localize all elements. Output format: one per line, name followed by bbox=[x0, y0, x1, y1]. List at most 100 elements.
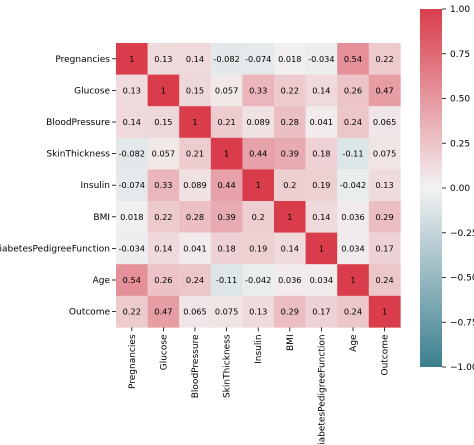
heatmap-cell-2-6 bbox=[305, 106, 338, 139]
heatmap-cell-label: 0.041 bbox=[310, 117, 333, 127]
column-label: Outcome bbox=[381, 334, 391, 376]
heatmap-cell-3-8 bbox=[368, 137, 401, 170]
heatmap-cell-0-0 bbox=[116, 43, 148, 75]
heatmap-cell-label: 0.13 bbox=[375, 180, 393, 190]
heatmap-cell-0-5 bbox=[274, 43, 306, 75]
heatmap-cell-3-2 bbox=[179, 137, 212, 170]
heatmap-cell-1-4 bbox=[242, 74, 275, 107]
heatmap-cell-label: 0.54 bbox=[123, 275, 141, 285]
heatmap-cell-label: 0.14 bbox=[154, 243, 172, 253]
heatmap-cell-label: 0.15 bbox=[186, 85, 204, 95]
heatmap-cell-0-2 bbox=[179, 43, 212, 75]
heatmap-cell-label: -0.074 bbox=[245, 54, 271, 64]
row-label: BloodPressure bbox=[46, 118, 110, 128]
heatmap-cell-7-4 bbox=[242, 264, 275, 297]
heatmap-cell-3-6 bbox=[305, 137, 338, 170]
heatmap-cell-1-6 bbox=[305, 74, 338, 107]
heatmap-cell-label: 0.13 bbox=[123, 85, 141, 95]
heatmap-cell-label: 1 bbox=[224, 149, 229, 159]
heatmap-cell-label: 0.28 bbox=[281, 117, 299, 127]
heatmap-cell-4-0 bbox=[116, 169, 148, 202]
heatmap-cell-label: 1 bbox=[319, 243, 324, 253]
heatmap-cell-label: 0.18 bbox=[217, 243, 235, 253]
heatmap-cell-2-8 bbox=[368, 106, 401, 139]
heatmap-cell-6-2 bbox=[179, 232, 212, 265]
heatmap-cell-label: 1 bbox=[161, 85, 166, 95]
heatmap-cell-label: 0.036 bbox=[341, 212, 364, 222]
heatmap-cell-label: 0.041 bbox=[183, 243, 206, 253]
colorbar-tick-label: 1.00 bbox=[450, 5, 470, 15]
heatmap-cell-label: 0.39 bbox=[281, 149, 299, 159]
heatmap-cell-label: 0.29 bbox=[375, 212, 393, 222]
heatmap-cell-8-5 bbox=[274, 295, 306, 328]
heatmap-cell-5-8 bbox=[368, 201, 401, 233]
heatmap-cell-label: 0.2 bbox=[252, 212, 265, 222]
heatmap-cell-label: -0.11 bbox=[342, 149, 363, 159]
heatmap-cell-6-6 bbox=[305, 232, 338, 265]
heatmap-cell-label: 0.036 bbox=[278, 275, 301, 285]
heatmap-cell-label: 0.24 bbox=[344, 307, 362, 317]
colorbar-tick-label: 0.00 bbox=[450, 184, 470, 194]
heatmap-cell-3-0 bbox=[116, 137, 148, 170]
heatmap-cell-label: -0.042 bbox=[245, 275, 271, 285]
heatmap-cell-7-8 bbox=[368, 264, 401, 297]
heatmap-cell-label: -0.082 bbox=[213, 54, 239, 64]
heatmap-cell-label: 0.075 bbox=[215, 307, 238, 317]
row-label: Glucose bbox=[74, 86, 110, 96]
heatmap-cell-5-2 bbox=[179, 201, 212, 233]
heatmap-cell-5-1 bbox=[147, 201, 180, 233]
heatmap-cell-label: 1 bbox=[382, 307, 387, 317]
heatmap-cell-label: 0.089 bbox=[246, 117, 269, 127]
heatmap-cell-8-1 bbox=[147, 295, 180, 328]
heatmap-cell-label: 0.17 bbox=[375, 243, 393, 253]
heatmap-cell-4-2 bbox=[179, 169, 212, 202]
heatmap-cell-label: 1 bbox=[256, 180, 261, 190]
heatmap-cell-label: 0.075 bbox=[373, 149, 396, 159]
column-label: DiabetesPedigreeFunction bbox=[317, 334, 327, 445]
heatmap-cell-label: 1 bbox=[350, 275, 355, 285]
heatmap-cell-1-3 bbox=[210, 74, 243, 107]
heatmap-cell-6-7 bbox=[337, 232, 370, 265]
heatmap-cell-label: 0.21 bbox=[186, 149, 204, 159]
heatmap-cell-label: 0.39 bbox=[217, 212, 235, 222]
heatmap-cell-6-1 bbox=[147, 232, 180, 265]
heatmap-cell-label: 0.034 bbox=[341, 243, 364, 253]
column-label: BMI bbox=[286, 334, 296, 351]
heatmap-cell-8-2 bbox=[179, 295, 212, 328]
heatmap-cell-label: 0.057 bbox=[215, 85, 238, 95]
colorbar-tick-label: −1.00 bbox=[450, 363, 474, 373]
heatmap-cell-7-6 bbox=[305, 264, 338, 297]
heatmap-cell-7-7 bbox=[337, 264, 370, 297]
heatmap-cell-label: 0.24 bbox=[375, 275, 393, 285]
heatmap-cell-6-4 bbox=[242, 232, 275, 265]
heatmap-cell-label: 0.065 bbox=[373, 117, 396, 127]
heatmap-cell-label: 0.018 bbox=[120, 212, 143, 222]
row-label: DiabetesPedigreeFunction bbox=[0, 244, 110, 254]
column-label: SkinThickness bbox=[223, 334, 233, 398]
heatmap-cell-6-0 bbox=[116, 232, 148, 265]
heatmap-cell-2-1 bbox=[147, 106, 180, 139]
column-ticks: Pregnancies Glucose BloodPressure SkinThick… bbox=[128, 327, 391, 445]
heatmap-cell-3-7 bbox=[337, 137, 370, 170]
heatmap-cell-label: 1 bbox=[192, 117, 197, 127]
heatmap-cell-7-1 bbox=[147, 264, 180, 297]
heatmap-cell-8-7 bbox=[337, 295, 370, 328]
row-label: Insulin bbox=[81, 181, 110, 191]
heatmap-cell-label: 0.13 bbox=[249, 307, 267, 317]
heatmap-cell-label: 1 bbox=[287, 212, 292, 222]
heatmap-cell-5-3 bbox=[210, 201, 243, 233]
heatmap-cell-label: 0.057 bbox=[152, 149, 175, 159]
colorbar-tick-label: −0.50 bbox=[450, 274, 474, 284]
heatmap-cell-0-6 bbox=[305, 43, 338, 75]
heatmap-cell-5-5 bbox=[274, 201, 306, 233]
heatmap-cell-3-1 bbox=[147, 137, 180, 170]
heatmap-cell-0-8 bbox=[368, 43, 401, 75]
heatmap-cell-5-6 bbox=[305, 201, 338, 233]
heatmap-cell-7-0 bbox=[116, 264, 148, 297]
heatmap-cell-label: 0.14 bbox=[123, 117, 141, 127]
heatmap-cell-label: -0.082 bbox=[119, 149, 145, 159]
colorbar-tick-label: −0.25 bbox=[450, 229, 474, 239]
heatmap-cell-4-8 bbox=[368, 169, 401, 202]
row-label: Outcome bbox=[69, 308, 111, 318]
heatmap-cell-2-5 bbox=[274, 106, 306, 139]
